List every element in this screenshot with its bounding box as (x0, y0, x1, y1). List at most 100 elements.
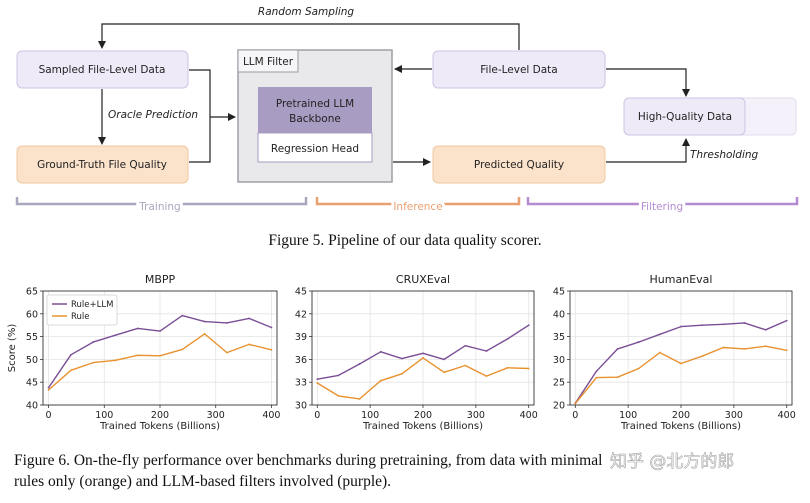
watermark: 知乎 @北方的郎 (610, 452, 734, 472)
data-point (136, 354, 139, 357)
data-point (248, 317, 251, 320)
data-point (722, 323, 725, 326)
chart-title: HumanEval (650, 273, 713, 286)
x-axis-label: Trained Tokens (Billions) (99, 421, 220, 432)
legend-box (46, 294, 118, 326)
y-tick-label: 50 (26, 355, 38, 366)
data-point (637, 367, 640, 370)
x-tick-label: 100 (619, 410, 637, 421)
data-point (595, 370, 598, 373)
random-sampling-arrow (98, 23, 520, 50)
data-point (485, 350, 488, 352)
plot-frame (42, 290, 278, 406)
y-tick-label: 35 (553, 332, 565, 343)
y-tick-label: 65 (26, 287, 38, 298)
data-point (637, 341, 640, 343)
data-point (764, 345, 767, 348)
file-to-hq-arrow (606, 68, 690, 97)
data-point (181, 348, 184, 351)
y-tick-label: 33 (295, 378, 307, 389)
legend-label: Rule (71, 312, 90, 322)
sampled-file-level-data-label: Sampled File-Level Data (39, 64, 166, 76)
x-tick-label: 400 (520, 410, 538, 421)
y-tick-label: 45 (553, 287, 565, 298)
llm-backbone-box (258, 87, 372, 133)
data-point (743, 348, 746, 350)
cruxeval-chart: 30 33 36 39 42 45 0 100 200 300 400 CRUXEval Trained… (295, 273, 538, 432)
data-point (203, 332, 206, 335)
data-point (785, 319, 788, 322)
llm-backbone-label-line1: Pretrained LLM (276, 98, 354, 110)
sampled-file-level-data-box (16, 50, 189, 89)
file-level-data-box (432, 50, 606, 89)
y-tick-label: 42 (295, 309, 307, 320)
data-point (422, 356, 424, 359)
legend-label: Rule+LLM (71, 300, 113, 310)
plot-frame (569, 290, 793, 406)
x-tick-label: 200 (151, 410, 169, 421)
data-point (464, 344, 467, 347)
data-point (680, 362, 682, 365)
figure5-caption: Figure 5. Pipeline of our data quality s… (268, 232, 541, 249)
data-point (379, 350, 382, 353)
x-tick-label: 200 (414, 410, 432, 421)
y-tick-label: 25 (553, 378, 565, 389)
x-tick-label: 300 (207, 410, 225, 421)
data-point (701, 355, 704, 358)
data-point (574, 402, 577, 405)
y-tick-label: 30 (553, 355, 565, 366)
data-point (379, 379, 382, 382)
x-tick-label: 100 (95, 410, 113, 421)
figure6-caption-line2: rules only (orange) and LLM-based filter… (14, 473, 391, 490)
data-point (722, 346, 725, 349)
y-tick-label: 55 (26, 332, 38, 343)
ground-truth-file-quality-box (16, 145, 189, 184)
y-tick-label: 39 (295, 332, 307, 343)
humaneval-chart: 20 25 30 35 40 45 0 100 200 300 400 HumanEval Traine… (553, 273, 796, 432)
data-point (225, 351, 228, 354)
data-point (316, 382, 319, 384)
y-tick-label: 60 (26, 309, 38, 320)
data-point (527, 367, 530, 370)
data-point (181, 314, 184, 317)
data-point (701, 324, 704, 327)
figure6-caption-line1: Figure 6. On-the-fly performance over be… (14, 452, 602, 469)
data-point (159, 330, 161, 333)
data-point (92, 341, 95, 343)
regression-head-box (257, 132, 373, 163)
y-tick-label: 40 (26, 401, 38, 412)
data-point (270, 348, 273, 351)
data-point (114, 359, 117, 362)
x-tick-label: 200 (672, 410, 690, 421)
data-point (316, 378, 319, 381)
data-point (658, 351, 661, 354)
chart-title: CRUXEval (396, 273, 450, 286)
data-point (225, 322, 228, 324)
x-tick-label: 400 (778, 410, 796, 421)
data-point (92, 361, 95, 364)
data-point (743, 322, 746, 324)
data-point (658, 333, 661, 336)
data-point (358, 363, 361, 365)
x-tick-label: 300 (467, 410, 485, 421)
data-point (485, 375, 488, 378)
data-point (203, 320, 206, 323)
x-tick-label: 100 (361, 410, 379, 421)
data-point (69, 353, 72, 356)
y-tick-label: 45 (295, 287, 307, 298)
data-point (422, 352, 424, 355)
inference-stage-label: Inference (393, 201, 442, 213)
plot-frame (311, 290, 535, 406)
llm-filter-tab (237, 49, 299, 73)
x-tick-label: 0 (46, 410, 52, 421)
training-stage-label: Training (138, 201, 180, 213)
data-point (47, 386, 50, 389)
chart-title: MBPP (145, 273, 176, 286)
data-point (337, 374, 340, 377)
data-point (785, 349, 788, 352)
y-tick-label: 30 (295, 401, 307, 412)
training-merge-arrow (189, 69, 235, 163)
data-point (159, 354, 161, 357)
